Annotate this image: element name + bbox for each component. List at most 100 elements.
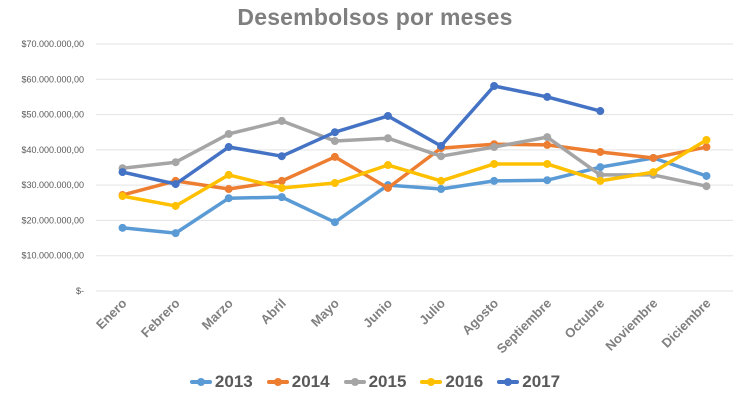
- legend-line-marker-icon: [497, 377, 520, 386]
- data-point-2016-Octubre: [596, 176, 605, 185]
- data-point-2016-Agosto: [490, 159, 499, 168]
- series-line-2015: [120, 119, 709, 188]
- x-tick-label: Febrero: [138, 295, 183, 340]
- data-point-2013-Marzo: [224, 194, 233, 203]
- chart-title: Desembolsos por meses: [237, 4, 513, 30]
- data-point-2013-Febrero: [171, 229, 180, 238]
- legend-label: 2014: [291, 372, 330, 391]
- series-line-2013: [120, 156, 709, 235]
- x-tick-label: Julio: [416, 295, 448, 327]
- series-line-2016: [120, 138, 709, 208]
- data-point-2015-Julio: [437, 152, 446, 161]
- legend-line-marker-icon: [420, 377, 443, 386]
- data-point-2016-Noviembre: [649, 168, 658, 177]
- data-point-2017-Julio: [437, 141, 446, 150]
- y-tick-label: $10.000.000,00: [21, 251, 84, 261]
- data-point-2015-Marzo: [224, 129, 233, 138]
- series-2013: [118, 153, 711, 238]
- legend-label: 2015: [368, 372, 407, 391]
- y-tick-label: $40.000.000,00: [21, 145, 84, 155]
- series-lines: [118, 81, 711, 238]
- series-2016: [118, 135, 711, 210]
- data-point-2013-Septiembre: [543, 176, 552, 185]
- data-point-2014-Junio: [383, 183, 392, 192]
- x-tick-label: Septiembre: [494, 296, 555, 357]
- data-point-2017-Agosto: [490, 81, 499, 90]
- series-2017: [118, 81, 605, 189]
- legend-item-2017: 2017: [497, 372, 560, 392]
- legend-item-2015: 2015: [343, 372, 407, 392]
- data-point-2016-Febrero: [171, 201, 180, 210]
- y-tick-label: $30.000.000,00: [21, 180, 84, 190]
- data-point-2015-Septiembre: [543, 133, 552, 142]
- data-point-2017-Septiembre: [543, 92, 552, 101]
- x-tick-label: Agosto: [459, 295, 501, 337]
- legend: 2013 2014 2015 2016 2017: [0, 372, 750, 392]
- y-axis-ticks: $- $10.000.000,00 $20.000.000,00 $30.000.00…: [21, 39, 84, 296]
- legend-label: 2013: [214, 372, 253, 391]
- data-point-2015-Mayo: [330, 137, 339, 146]
- data-point-2017-Mayo: [330, 128, 339, 137]
- x-axis-ticks: Enero Febrero Marzo Abril Mayo Junio Julio Agos…: [93, 295, 714, 356]
- data-point-2017-Octubre: [596, 107, 605, 116]
- legend-line-marker-icon: [266, 377, 289, 386]
- data-point-2015-Diciembre: [702, 182, 711, 191]
- x-tick-label: Diciembre: [659, 296, 714, 351]
- data-point-2015-Abril: [277, 116, 286, 125]
- x-tick-label: Marzo: [199, 295, 236, 332]
- y-tick-label: $50.000.000,00: [21, 110, 84, 120]
- data-point-2016-Abril: [277, 183, 286, 192]
- data-point-2017-Enero: [118, 168, 127, 177]
- data-point-2013-Diciembre: [702, 171, 711, 180]
- data-point-2015-Febrero: [171, 158, 180, 167]
- data-point-2017-Marzo: [224, 143, 233, 152]
- data-point-2013-Agosto: [490, 176, 499, 185]
- y-tick-label: $20.000.000,00: [21, 215, 84, 225]
- data-point-2013-Mayo: [330, 218, 339, 227]
- data-point-2014-Noviembre: [649, 153, 658, 162]
- data-point-2013-Abril: [277, 193, 286, 202]
- data-point-2016-Julio: [437, 176, 446, 185]
- legend-line-marker-icon: [189, 377, 212, 386]
- data-point-2017-Febrero: [171, 180, 180, 189]
- data-point-2016-Septiembre: [543, 159, 552, 168]
- data-point-2016-Junio: [383, 161, 392, 170]
- data-point-2015-Agosto: [490, 143, 499, 152]
- series-line-2017: [120, 84, 603, 186]
- y-tick-label: $60.000.000,00: [21, 74, 84, 84]
- legend-item-2013: 2013: [189, 372, 253, 392]
- data-point-2015-Junio: [383, 134, 392, 143]
- data-point-2016-Mayo: [330, 179, 339, 188]
- data-point-2015-Octubre: [596, 170, 605, 179]
- legend-label: 2017: [522, 372, 561, 391]
- data-point-2014-Diciembre: [702, 143, 711, 152]
- data-point-2016-Marzo: [224, 170, 233, 179]
- x-tick-label: Abril: [257, 296, 289, 328]
- y-tick-label: $-: [76, 286, 84, 296]
- data-point-2014-Octubre: [596, 147, 605, 156]
- x-tick-label: Enero: [93, 295, 130, 332]
- data-point-2014-Mayo: [330, 152, 339, 161]
- data-point-2016-Diciembre: [702, 135, 711, 144]
- data-point-2014-Septiembre: [543, 140, 552, 149]
- data-point-2013-Julio: [437, 185, 446, 194]
- data-point-2017-Abril: [277, 152, 286, 161]
- data-point-2016-Enero: [118, 192, 127, 201]
- data-point-2013-Octubre: [596, 163, 605, 172]
- x-tick-label: Junio: [360, 295, 395, 330]
- data-point-2014-Abril: [277, 176, 286, 185]
- series-line-2014: [120, 142, 709, 197]
- data-point-2013-Enero: [118, 223, 127, 232]
- legend-line-marker-icon: [343, 377, 366, 386]
- x-tick-label: Mayo: [308, 295, 342, 329]
- x-tick-label: Noviembre: [602, 296, 660, 354]
- y-tick-label: $70.000.000,00: [21, 39, 84, 49]
- data-point-2014-Marzo: [224, 185, 233, 194]
- legend-item-2016: 2016: [420, 372, 483, 392]
- x-tick-label: Octubre: [562, 296, 608, 342]
- legend-label: 2016: [445, 372, 484, 391]
- data-point-2017-Junio: [383, 111, 392, 120]
- legend-item-2014: 2014: [266, 372, 330, 392]
- series-2015: [118, 116, 711, 191]
